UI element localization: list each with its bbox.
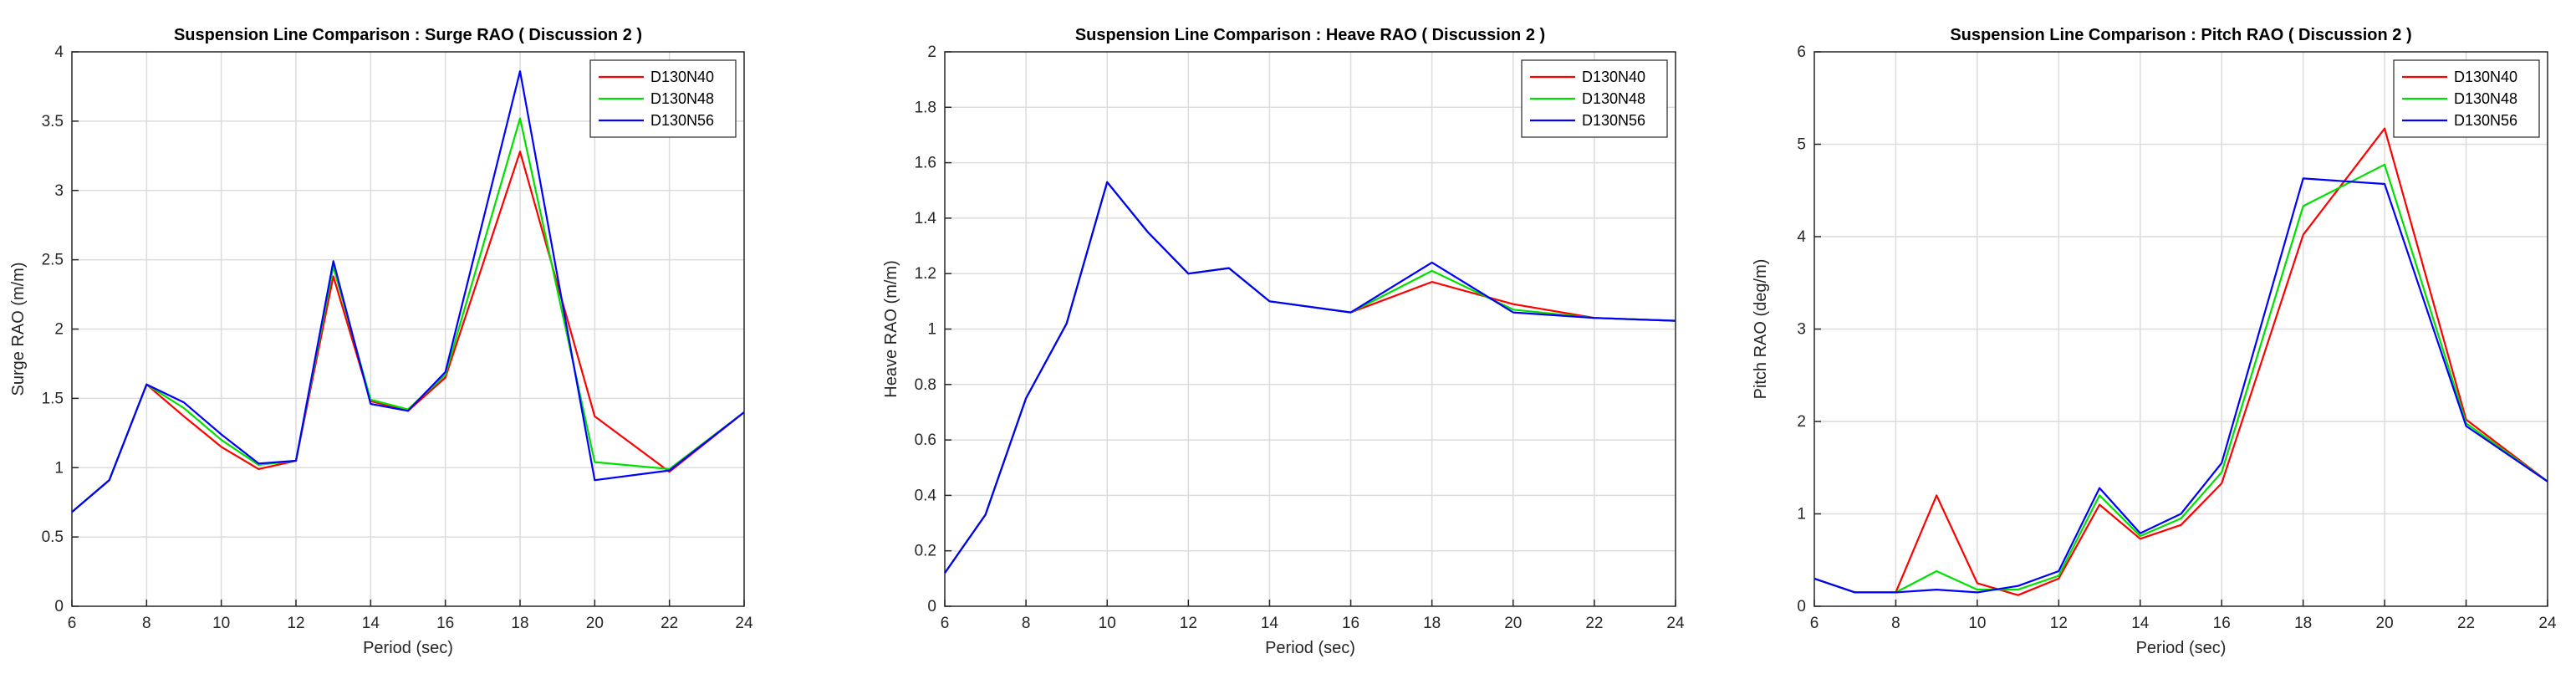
surge-xtick-label-3: 12 (287, 615, 304, 632)
surge-xtick-label-7: 20 (586, 615, 604, 632)
pitch-xtick-label-2: 10 (1968, 615, 1986, 632)
pitch-legend-label-0: D130N40 (2454, 69, 2517, 85)
surge-xtick-label-5: 16 (436, 615, 454, 632)
surge-ylabel: Surge RAO (m/m) (9, 262, 28, 396)
surge-xtick-label-4: 14 (362, 615, 380, 632)
pitch-ytick-label-4: 4 (1797, 228, 1806, 246)
pitch-xtick-label-0: 6 (1810, 615, 1819, 632)
pitch-xtick-label-8: 22 (2457, 615, 2475, 632)
surge-ytick-label-0: 0 (54, 598, 64, 615)
heave-ytick-label-8: 1.6 (915, 155, 936, 172)
surge-xtick-label-0: 6 (68, 615, 77, 632)
heave-ytick-label-7: 1.4 (915, 210, 937, 227)
heave-legend-label-2: D130N56 (1582, 112, 1645, 129)
heave-xtick-label-7: 20 (1504, 615, 1522, 632)
pitch-ytick-label-0: 0 (1797, 598, 1806, 615)
pitch-xtick-label-9: 24 (2538, 615, 2557, 632)
heave-xtick-label-5: 16 (1342, 615, 1359, 632)
pitch-xtick-label-5: 16 (2213, 615, 2231, 632)
surge-chart-title: Suspension Line Comparison : Surge RAO (… (174, 26, 642, 44)
pitch-xtick-label-7: 20 (2376, 615, 2394, 632)
heave-xtick-label-6: 18 (1423, 615, 1441, 632)
pitch-xtick-label-1: 8 (1891, 615, 1900, 632)
surge-ytick-label-2: 1 (54, 459, 64, 477)
surge-ytick-label-5: 2.5 (42, 252, 64, 269)
heave-xtick-label-3: 12 (1180, 615, 1197, 632)
surge-xlabel: Period (sec) (363, 639, 453, 657)
pitch-ytick-label-6: 6 (1797, 43, 1806, 61)
heave-chart-title: Suspension Line Comparison : Heave RAO (… (1075, 26, 1545, 44)
surge-legend: D130N40 D130N48 D130N56 (589, 59, 737, 138)
heave-ylabel: Heave RAO (m/m) (882, 260, 900, 397)
pitch-ylabel: Pitch RAO (deg/m) (1752, 259, 1770, 400)
surge-legend-label-2: D130N56 (650, 112, 714, 129)
pitch-legend-label-1: D130N48 (2454, 90, 2517, 107)
heave-xtick-label-2: 10 (1099, 615, 1116, 632)
surge-xtick-label-9: 24 (735, 615, 753, 632)
heave-ytick-label-10: 2 (927, 43, 936, 61)
heave-ytick-label-1: 0.2 (915, 543, 936, 560)
heave-xtick-label-1: 8 (1022, 615, 1031, 632)
heave-ytick-label-3: 0.6 (915, 431, 936, 449)
heave-ytick-label-2: 0.4 (915, 487, 937, 504)
pitch-ytick-label-2: 2 (1797, 413, 1806, 431)
heave-ytick-label-6: 1.2 (915, 265, 936, 283)
surge-xtick-label-2: 10 (212, 615, 230, 632)
heave-legend: D130N40 D130N48 D130N56 (1521, 59, 1668, 138)
surge-legend-label-1: D130N48 (650, 90, 714, 107)
heave-ytick-label-0: 0 (927, 598, 936, 615)
surge-legend-label-0: D130N40 (650, 69, 714, 85)
pitch-ytick-label-3: 3 (1797, 321, 1806, 339)
pitch-xtick-label-4: 14 (2131, 615, 2150, 632)
heave-legend-label-1: D130N48 (1582, 90, 1645, 107)
pitch-legend: D130N40 D130N48 D130N56 (2393, 59, 2540, 138)
surge-ytick-label-3: 1.5 (42, 390, 64, 407)
pitch-xtick-label-3: 12 (2050, 615, 2068, 632)
heave-xlabel: Period (sec) (1265, 639, 1355, 657)
surge-xtick-label-8: 22 (661, 615, 678, 632)
surge-ytick-label-7: 3.5 (42, 113, 64, 130)
heave-legend-label-0: D130N40 (1582, 69, 1645, 85)
surge-chart: 6 8 10 12 14 16 18 20 22 24 0 0.5 1 1.5 2 2.5 3 3.5 4 Suspe… (9, 26, 753, 657)
heave-xtick-label-0: 6 (941, 615, 950, 632)
heave-xtick-label-8: 22 (1585, 615, 1603, 632)
pitch-series-d130n56 (1813, 177, 2548, 594)
pitch-xlabel: Period (sec) (2136, 639, 2227, 657)
surge-series-d130n40 (71, 151, 745, 513)
pitch-legend-label-2: D130N56 (2454, 112, 2517, 129)
surge-xtick-label-6: 18 (511, 615, 528, 632)
heave-ytick-label-5: 1 (927, 321, 936, 339)
heave-series-d130n56 (944, 181, 1676, 574)
pitch-ytick-label-5: 5 (1797, 136, 1806, 154)
heave-ytick-label-4: 0.8 (915, 376, 936, 394)
surge-series-d130n56 (71, 70, 745, 513)
pitch-series-d130n40 (1813, 127, 2548, 596)
surge-ytick-label-6: 3 (54, 182, 64, 200)
heave-xtick-label-9: 24 (1666, 615, 1685, 632)
surge-ytick-label-1: 0.5 (42, 528, 64, 546)
surge-ytick-label-8: 4 (54, 43, 64, 61)
pitch-ytick-label-1: 1 (1797, 506, 1806, 523)
heave-chart: 6 8 10 12 14 16 18 20 22 24 0 0.2 0.4 0.6 0.8 1 1.2 1.4 1.… (882, 26, 1685, 657)
surge-xtick-label-1: 8 (142, 615, 151, 632)
pitch-xtick-label-6: 18 (2294, 615, 2312, 632)
heave-ytick-label-9: 1.8 (915, 99, 936, 116)
surge-ytick-label-4: 2 (54, 321, 64, 339)
heave-xtick-label-4: 14 (1261, 615, 1279, 632)
pitch-series-d130n48 (1813, 163, 2548, 594)
pitch-chart-title: Suspension Line Comparison : Pitch RAO (… (1950, 26, 2411, 44)
